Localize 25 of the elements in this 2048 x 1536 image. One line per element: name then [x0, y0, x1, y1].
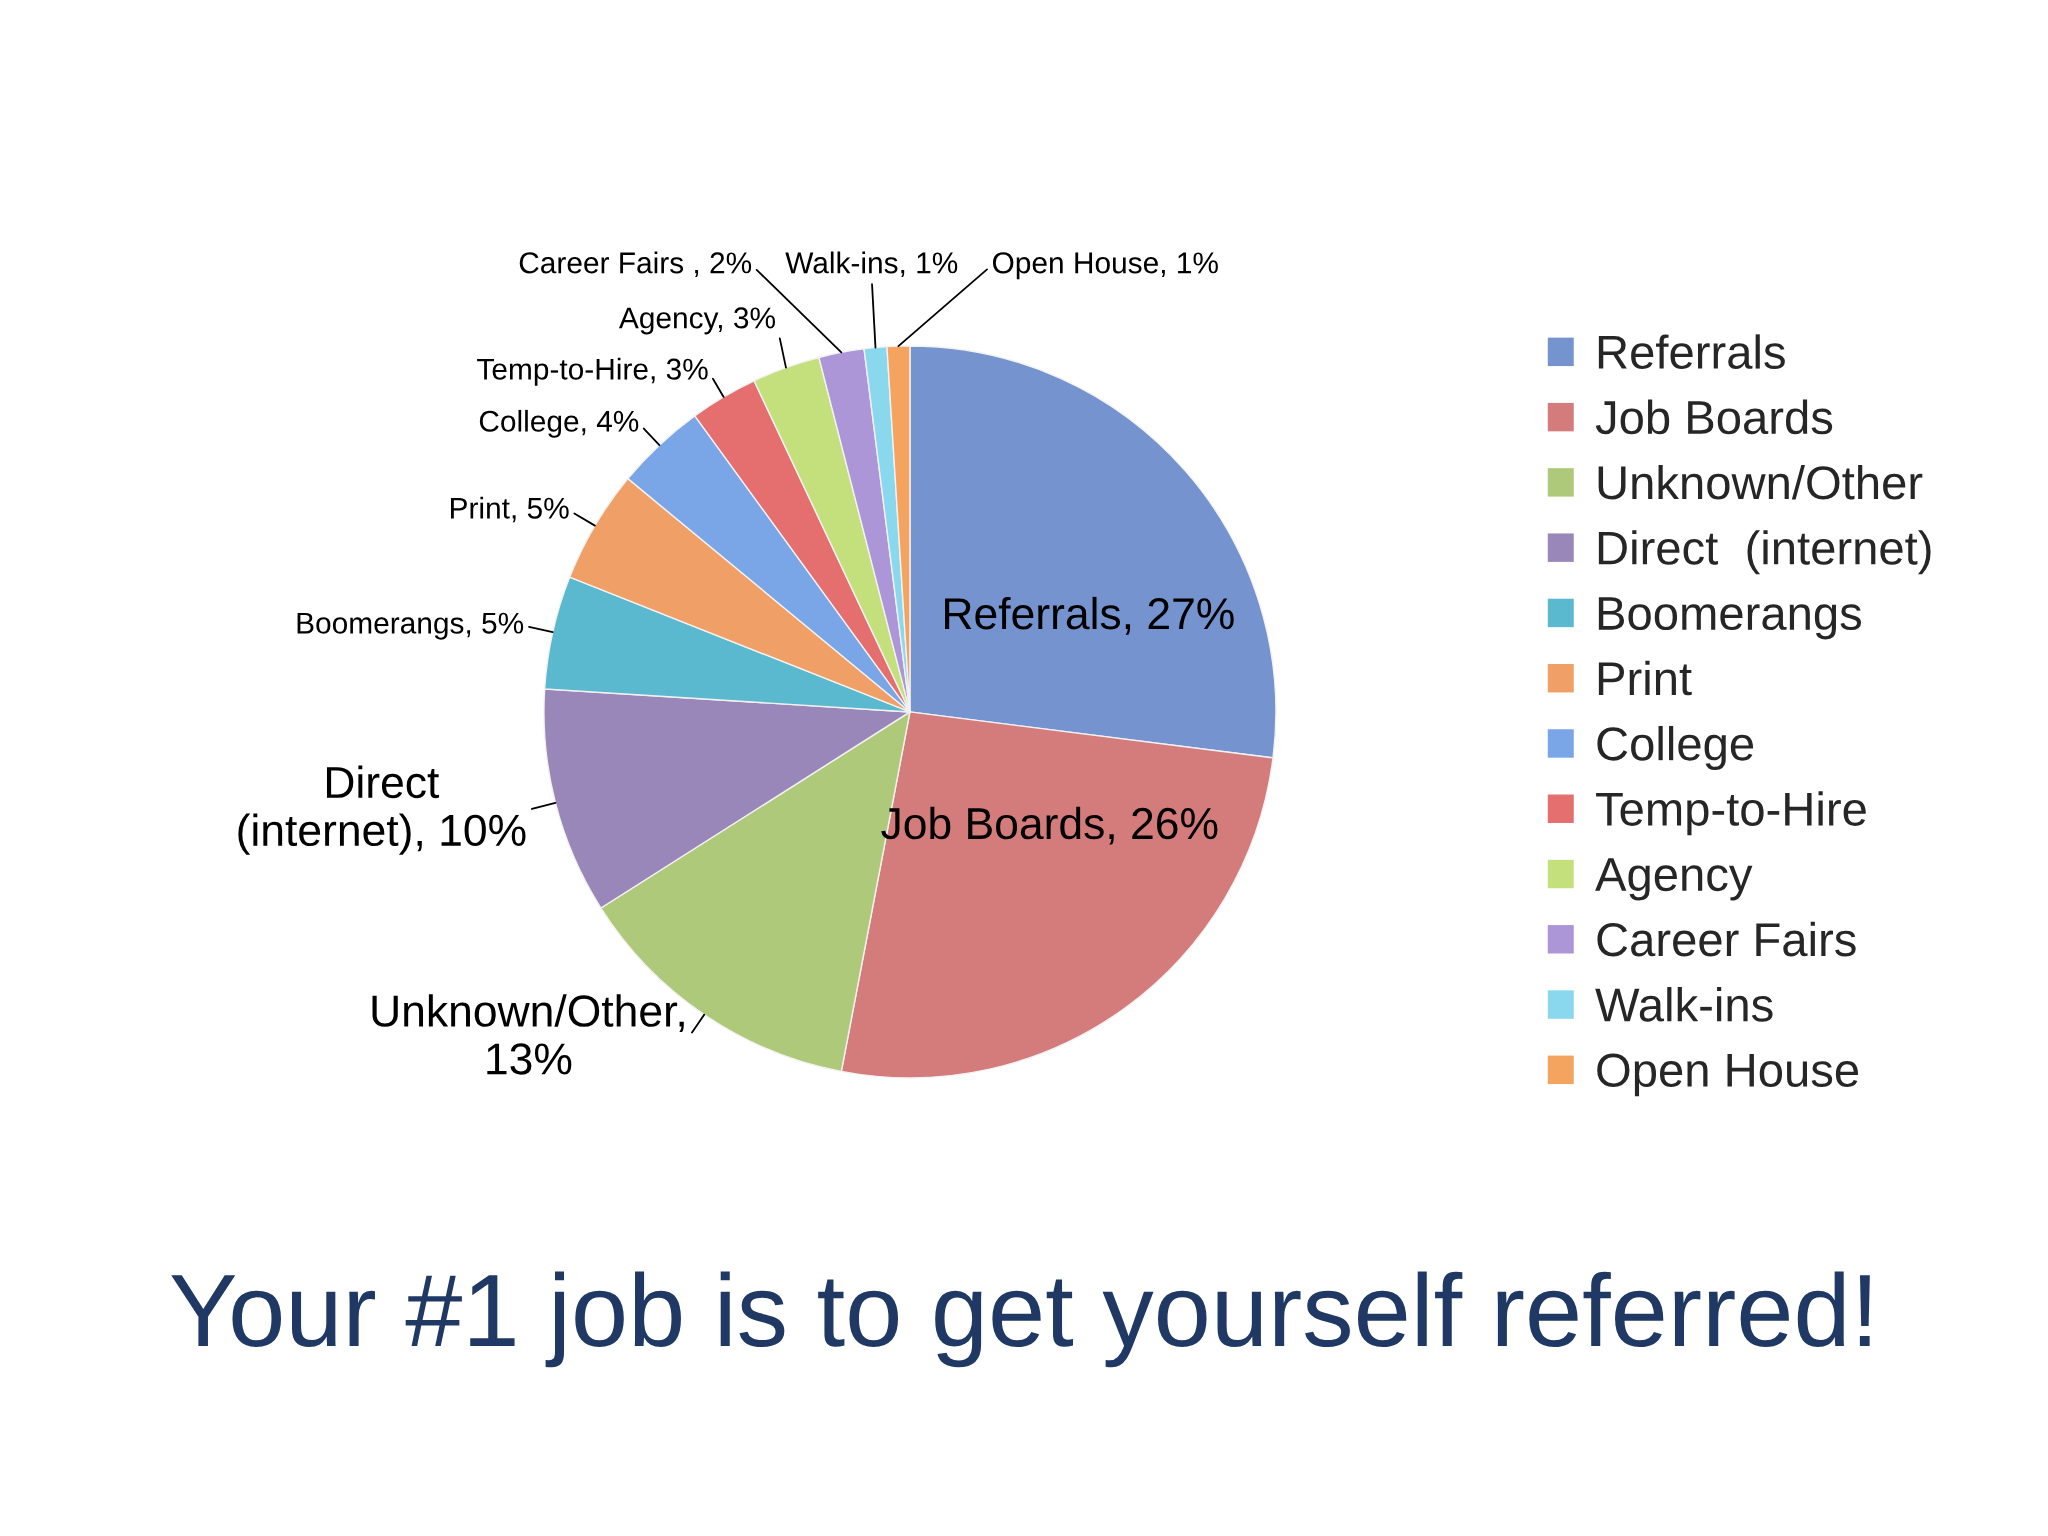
data-label: College, 4% [479, 409, 639, 438]
text: Your #1 job is to get yourself referred! [171, 1271, 1870, 1368]
legend-label: College [1597, 725, 1754, 770]
legend-label: Boomerangs [1598, 597, 1862, 640]
legend-label: Agency [1595, 858, 1753, 901]
data-label: Boomerangs, 5% [297, 612, 524, 640]
legend-label: Direct (internet) [1598, 530, 1931, 575]
data-label: Print, 5% [451, 496, 569, 523]
data-label: Career Fairs , 2% [519, 251, 752, 277]
data-label: Unknown/Other, 13% [372, 994, 684, 1075]
legend-label: Unknown/Other [1598, 464, 1923, 500]
data-label: Referrals, 27% [945, 596, 1234, 635]
data-label: Direct (internet), 10% [238, 765, 526, 855]
data-label: Temp-to-Hire, 3% [477, 357, 708, 386]
data-label: Job Boards, 26% [881, 806, 1218, 845]
legend-label: Career Fairs [1597, 921, 1856, 957]
legend-label: Job Boards [1595, 399, 1833, 435]
legend-label: Walk-ins [1595, 987, 1773, 1022]
legend-label: Open House [1597, 1053, 1859, 1097]
data-label: Agency, 3% [618, 307, 775, 335]
data-label: Open House, 1% [992, 252, 1218, 280]
legend-label: Temp-to-Hire [1596, 791, 1866, 836]
data-label: Walk-ins, 1% [785, 251, 958, 277]
legend-label: Referrals [1598, 334, 1785, 370]
legend-label: Print [1598, 660, 1692, 696]
